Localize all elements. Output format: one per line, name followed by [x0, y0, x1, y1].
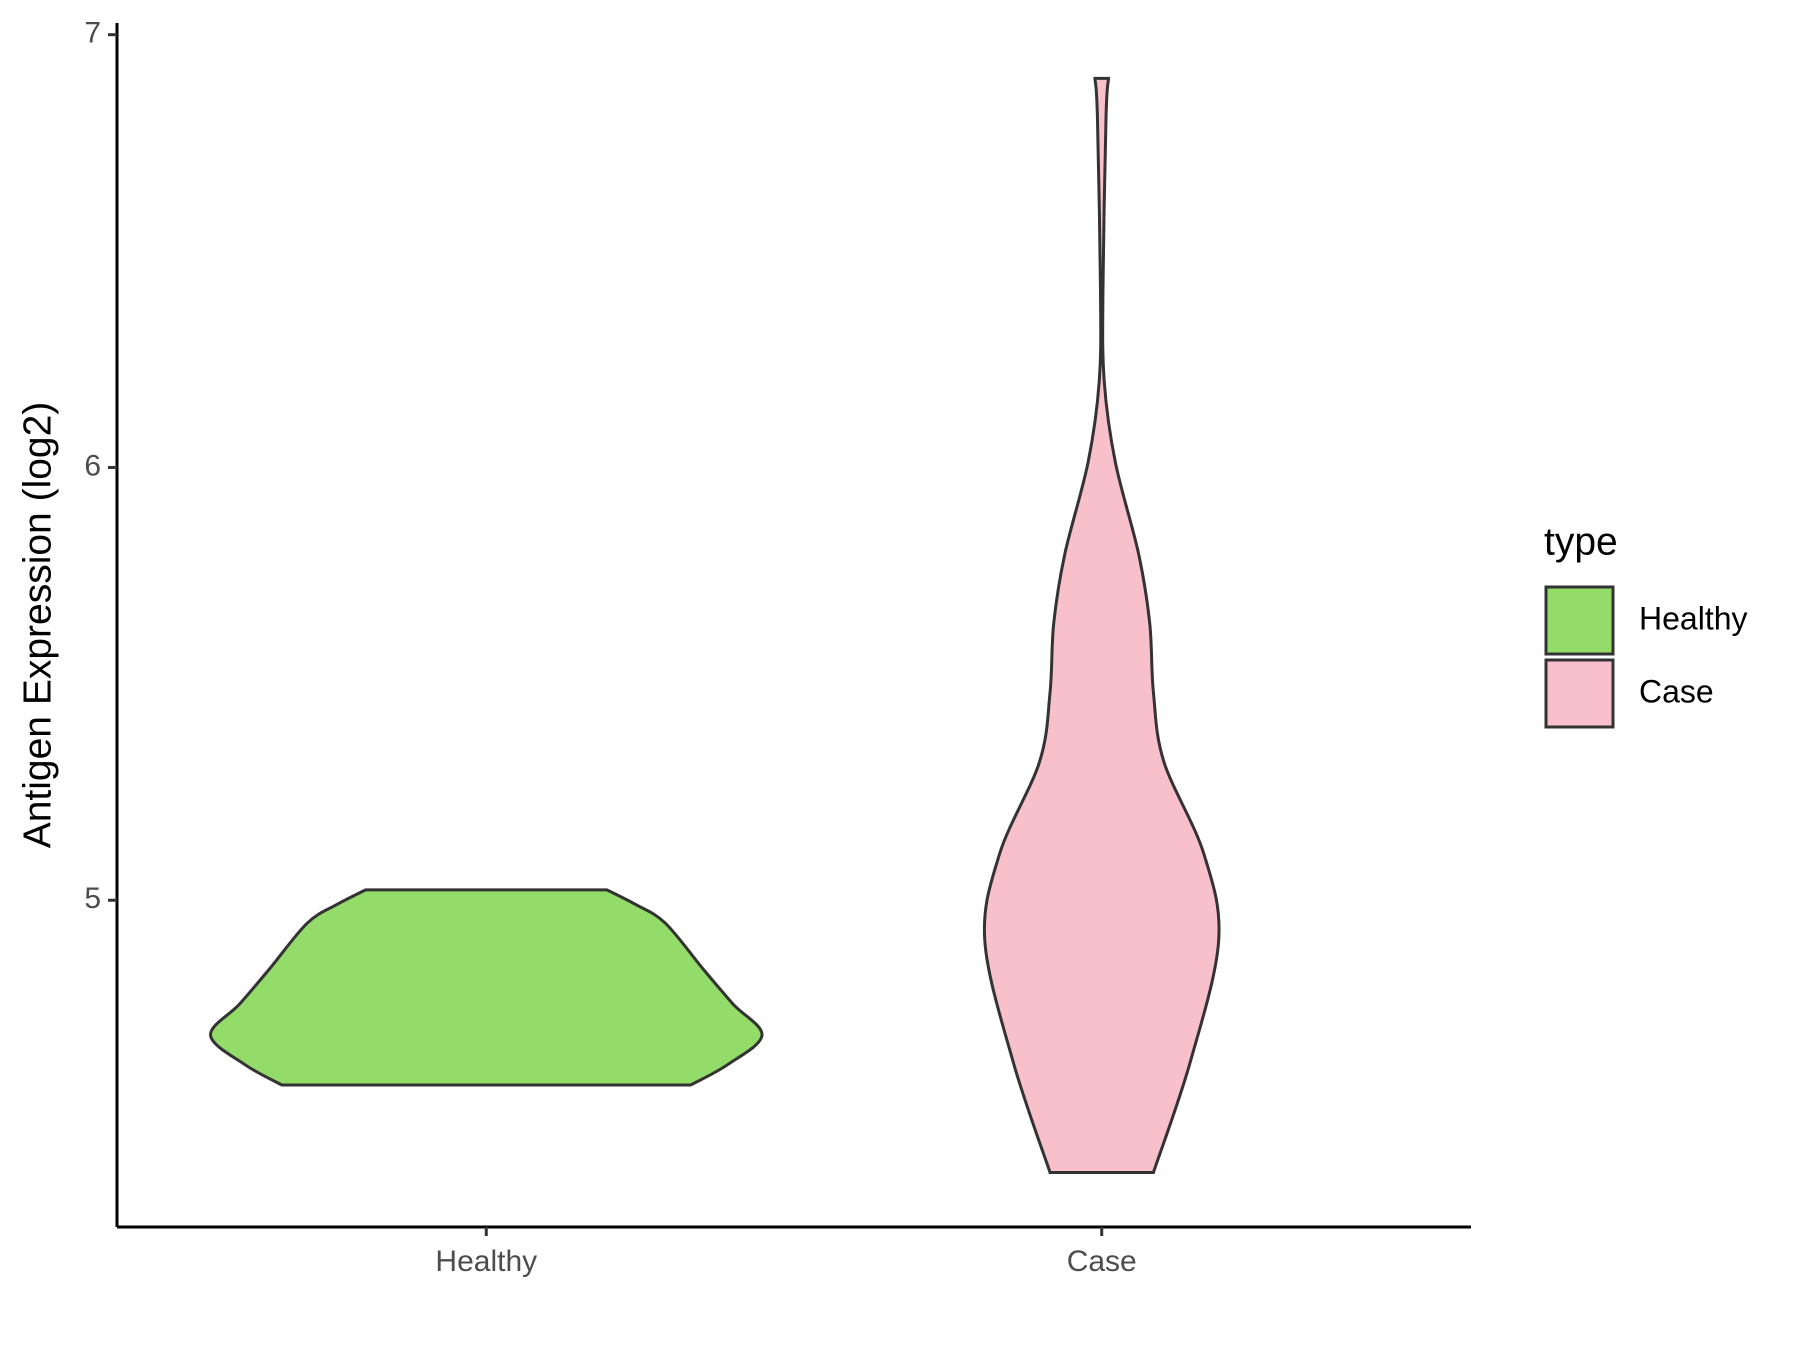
- x-tick-label: Case: [1067, 1245, 1137, 1278]
- y-tick-label: 5: [84, 882, 101, 915]
- y-tick-label: 7: [84, 17, 101, 50]
- violin: [209, 888, 764, 1087]
- legend-key: [1544, 658, 1615, 729]
- y-tick-label: 6: [84, 449, 101, 482]
- legend-title: type: [1544, 520, 1618, 563]
- violin: [982, 76, 1221, 1174]
- legend-label: Case: [1639, 673, 1714, 709]
- x-tick-label: Healthy: [435, 1245, 537, 1278]
- y-axis-title: Antigen Expression (log2): [16, 402, 59, 849]
- legend-key: [1544, 585, 1615, 656]
- legend-label: Healthy: [1639, 600, 1748, 636]
